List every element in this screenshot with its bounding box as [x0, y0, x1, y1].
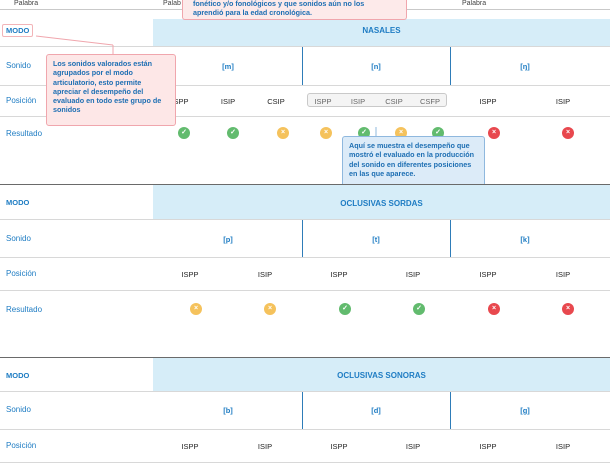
column-header-palabra: Palabra	[14, 0, 39, 7]
mode-title: OCLUSIVAS SORDAS	[340, 199, 423, 208]
position-label: ISIP	[555, 442, 571, 451]
row-divider	[0, 462, 610, 463]
top-header-row: Palabra Palab Palabra	[0, 0, 610, 10]
position-label: ISIP	[257, 270, 273, 279]
sonido-label: Sonido	[6, 61, 31, 70]
mode-band	[153, 19, 610, 46]
row-divider	[0, 391, 610, 392]
sound-label: [b]	[223, 406, 233, 415]
position-label: ISIP	[257, 442, 273, 451]
resultado-label: Resultado	[6, 305, 43, 314]
sound-divider	[450, 220, 451, 257]
sound-label: [ŋ]	[520, 62, 530, 71]
row-divider	[0, 290, 610, 291]
sound-divider	[450, 392, 451, 429]
position-label: ISIP	[555, 270, 571, 279]
posicion-label: Posición	[6, 269, 37, 278]
sound-label: [m]	[222, 62, 234, 71]
position-label: CSFP	[419, 97, 441, 106]
position-label: ISIP	[220, 97, 236, 106]
modo-label: MODO	[6, 371, 30, 380]
sound-divider	[450, 47, 451, 85]
position-label: ISPP	[479, 97, 497, 106]
sound-divider	[302, 47, 303, 85]
sound-label: [t]	[372, 235, 380, 244]
row-divider	[0, 429, 610, 430]
result-correct-icon: ✓	[413, 303, 425, 315]
column-header-palabra: Palabra	[462, 0, 487, 7]
column-header-palabra: Palab	[163, 0, 181, 7]
sound-divider	[302, 392, 303, 429]
position-label: ISPP	[330, 270, 348, 279]
mode-band	[153, 185, 610, 219]
result-partial-icon: ×	[190, 303, 202, 315]
mode-band	[153, 358, 610, 391]
result-partial-icon: ×	[264, 303, 276, 315]
position-label: ISPP	[181, 270, 199, 279]
result-correct-icon: ✓	[227, 127, 239, 139]
position-label: ISPP	[171, 97, 189, 106]
position-label: ISIP	[405, 270, 421, 279]
position-label: ISPP	[181, 442, 199, 451]
position-label: CSIP	[385, 97, 403, 106]
result-incorrect-icon: ×	[488, 303, 500, 315]
position-label: ISIP	[350, 97, 366, 106]
row-divider	[0, 219, 610, 220]
result-incorrect-icon: ×	[488, 127, 500, 139]
position-label: ISPP	[314, 97, 332, 106]
row-divider	[0, 46, 610, 47]
mode-title: NASALES	[362, 26, 401, 35]
row-divider	[0, 257, 610, 258]
row-divider	[0, 116, 610, 117]
position-label: ISPP	[479, 442, 497, 451]
result-correct-icon: ✓	[339, 303, 351, 315]
position-group-pill	[307, 93, 447, 107]
modo-label: MODO	[2, 24, 34, 37]
result-partial-icon: ×	[320, 127, 332, 139]
position-label: ISIP	[405, 442, 421, 451]
row-divider	[0, 85, 610, 86]
posicion-label: Posición	[6, 96, 37, 105]
sound-label: [n]	[371, 62, 381, 71]
sound-label: [g]	[520, 406, 530, 415]
modo-label: MODO	[6, 198, 30, 207]
position-label: ISPP	[479, 270, 497, 279]
sound-label: [p]	[223, 235, 233, 244]
top-callout: fonético y/o fonológicos y que sonidos a…	[182, 0, 407, 20]
resultado-label: Resultado	[6, 129, 43, 138]
sound-label: [k]	[520, 235, 530, 244]
mode-title: OCLUSIVAS SONORAS	[337, 371, 426, 380]
sonido-label: Sonido	[6, 234, 31, 243]
result-incorrect-icon: ×	[562, 303, 574, 315]
posicion-label: Posición	[6, 441, 37, 450]
sonido-label: Sonido	[6, 405, 31, 414]
sound-label: [d]	[371, 406, 381, 415]
position-label: ISIP	[555, 97, 571, 106]
position-label: ISPP	[330, 442, 348, 451]
position-label: CSIP	[267, 97, 285, 106]
grouping-callout: Los sonidos valorados están agrupados po…	[46, 54, 176, 126]
section-divider	[0, 184, 610, 185]
result-partial-icon: ×	[277, 127, 289, 139]
result-correct-icon: ✓	[178, 127, 190, 139]
section-divider	[0, 357, 610, 358]
sound-divider	[302, 220, 303, 257]
result-incorrect-icon: ×	[562, 127, 574, 139]
